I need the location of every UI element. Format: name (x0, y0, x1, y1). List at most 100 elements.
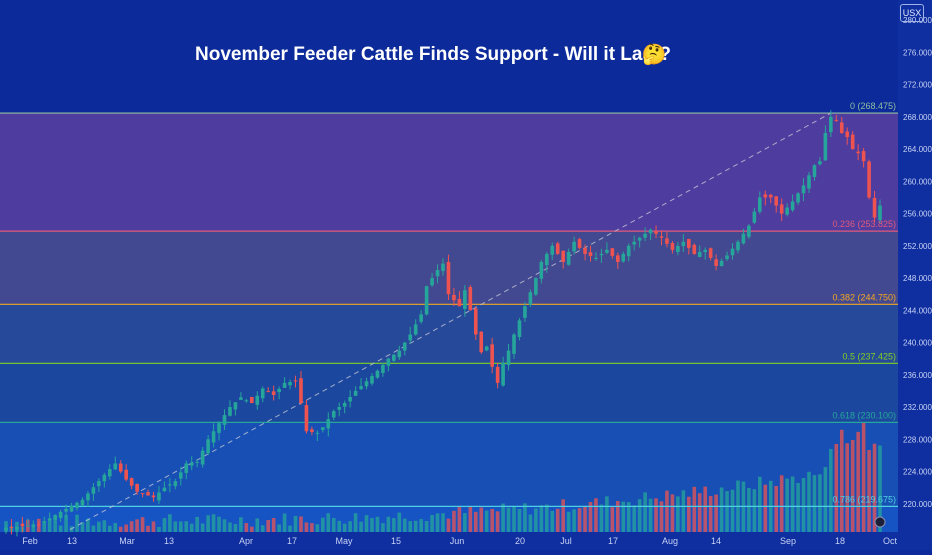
volume-bar-155 (850, 439, 855, 532)
candle-body-39 (217, 423, 221, 433)
candle-body-66 (364, 381, 369, 387)
y-tick-3: 268.000 (903, 113, 932, 122)
volume-bar-114 (626, 502, 631, 532)
volume-bar-145 (796, 482, 800, 532)
candle-body-151 (829, 116, 833, 133)
volume-bar-133 (730, 489, 735, 532)
candle-body-139 (763, 194, 768, 198)
x-tick-14: Sep (780, 536, 796, 546)
volume-bar-137 (752, 489, 757, 532)
candle-body-110 (605, 249, 609, 253)
candle-body-108 (594, 257, 598, 259)
candle-body-6 (36, 524, 41, 526)
volume-bar-14 (80, 522, 85, 532)
fib-label-0.618: 0.618 (230.100) (832, 410, 896, 420)
candle-body-148 (812, 165, 817, 177)
candle-body-84 (463, 290, 467, 309)
candle-body-83 (457, 298, 462, 307)
candle-body-0 (4, 527, 8, 531)
candle-body-78 (430, 278, 434, 286)
candle-body-9 (53, 515, 57, 520)
volume-bar-127 (697, 493, 702, 532)
candle-body-89 (490, 344, 494, 367)
candle-body-133 (730, 248, 735, 256)
candle-body-1 (9, 526, 14, 528)
candle-body-113 (621, 253, 626, 262)
volume-bar-55 (304, 522, 309, 532)
y-tick-10: 240.000 (903, 339, 932, 348)
volume-bar-27 (151, 521, 156, 532)
volume-bar-62 (342, 523, 347, 532)
candle-body-121 (665, 238, 669, 244)
candle-body-37 (206, 439, 210, 454)
candle-body-134 (736, 241, 740, 251)
candle-body-105 (577, 239, 582, 248)
volume-bar-82 (452, 510, 456, 532)
currency-badge[interactable]: USX (900, 4, 924, 22)
candle-body-103 (566, 251, 571, 265)
candle-body-20 (113, 463, 118, 470)
volume-bar-50 (277, 524, 281, 532)
candle-body-102 (561, 250, 565, 262)
volume-bar-78 (430, 515, 434, 532)
volume-bar-16 (91, 525, 96, 532)
candle-body-140 (768, 194, 773, 198)
candle-body-42 (233, 402, 238, 410)
volume-bar-126 (692, 486, 697, 532)
volume-bar-45 (250, 526, 254, 532)
candle-body-54 (299, 378, 303, 404)
volume-bar-149 (818, 474, 822, 532)
volume-bar-69 (381, 523, 385, 532)
candle-body-48 (266, 391, 270, 393)
candle-body-17 (97, 481, 101, 487)
volume-bar-98 (539, 505, 544, 532)
volume-bar-103 (566, 511, 571, 532)
candle-body-14 (80, 499, 85, 506)
candle-body-152 (834, 119, 839, 121)
candle-body-123 (676, 245, 680, 252)
candle-body-7 (42, 521, 47, 523)
volume-bar-88 (484, 510, 489, 532)
candle-body-129 (708, 248, 713, 258)
candle-body-16 (91, 487, 96, 494)
volume-bar-81 (446, 518, 451, 532)
candle-body-91 (501, 362, 505, 386)
y-tick-4: 264.000 (903, 145, 932, 154)
volume-bar-22 (124, 524, 128, 532)
volume-bar-11 (64, 514, 68, 532)
candle-body-13 (75, 502, 79, 509)
volume-bar-120 (659, 501, 664, 532)
volume-bar-13 (75, 514, 79, 532)
fib-band-3 (0, 363, 898, 423)
volume-bar-44 (244, 523, 249, 532)
candle-body-56 (310, 429, 314, 433)
candle-body-112 (616, 255, 620, 262)
candle-body-8 (47, 518, 52, 521)
candle-body-26 (146, 492, 150, 496)
candle-body-149 (818, 161, 822, 165)
volume-bar-128 (703, 486, 707, 532)
volume-bar-76 (419, 519, 423, 532)
candle-body-18 (102, 474, 107, 482)
volume-bar-36 (200, 523, 205, 532)
volume-bar-86 (473, 511, 478, 532)
fib-label-0: 0 (268.475) (850, 101, 896, 111)
volume-bar-83 (457, 507, 462, 532)
volume-bar-75 (413, 520, 418, 532)
volume-bar-105 (577, 508, 582, 532)
volume-bar-72 (397, 512, 402, 532)
event-marker-icon (874, 516, 886, 528)
volume-bar-46 (255, 518, 260, 532)
candle-body-127 (697, 251, 702, 258)
volume-bar-71 (392, 518, 396, 532)
candle-body-74 (408, 334, 413, 341)
candle-body-19 (107, 469, 112, 477)
volume-bar-10 (58, 525, 63, 532)
candle-body-79 (435, 270, 440, 277)
candle-body-61 (337, 407, 342, 410)
volume-bar-51 (282, 513, 287, 532)
volume-bar-70 (386, 516, 391, 532)
candle-body-88 (484, 346, 489, 351)
candle-body-138 (758, 197, 762, 212)
